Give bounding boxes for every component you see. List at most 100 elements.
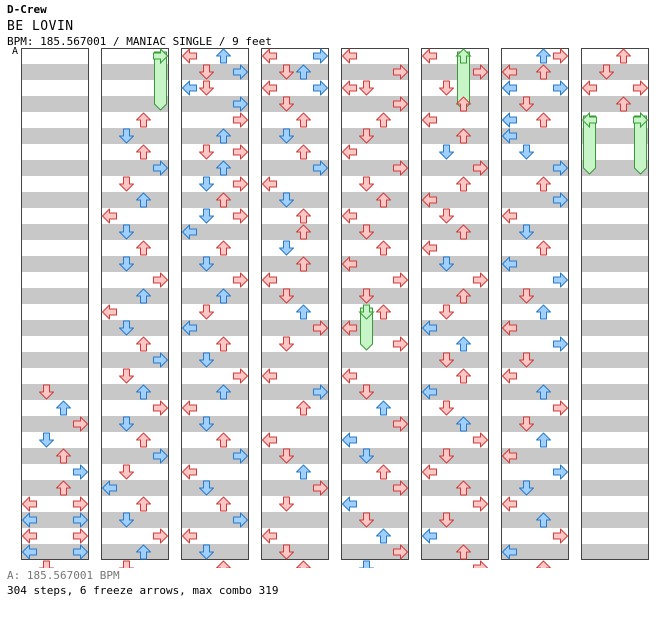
up-arrow-note [376,304,391,320]
down-arrow-note [199,352,214,368]
left-arrow-note [422,384,437,400]
right-arrow-note [633,80,648,96]
right-arrow-note [73,528,88,544]
left-arrow-note [342,144,357,160]
down-arrow-note [119,416,134,432]
right-arrow-note [473,272,488,288]
beat-stripe [501,416,569,432]
up-arrow-note [376,464,391,480]
right-arrow-note [73,496,88,512]
down-arrow-note [199,176,214,192]
beat-stripe [581,96,649,112]
beat-stripe [181,352,249,368]
freeze-arrow [634,115,647,175]
left-arrow-note [22,512,37,528]
up-arrow-note [296,208,311,224]
up-arrow-note [536,384,551,400]
up-arrow-note [136,496,151,512]
down-arrow-note [279,288,294,304]
beat-stripe [101,416,169,432]
right-arrow-note [313,48,328,64]
down-arrow-note [439,352,454,368]
up-arrow-note [296,304,311,320]
down-arrow-note [119,560,134,568]
beat-stripe [181,320,249,336]
column-border [101,48,169,560]
beat-stripe [501,128,569,144]
beat-stripe [501,384,569,400]
down-arrow-note [119,320,134,336]
beat-stripe [261,448,329,464]
up-arrow-note [376,400,391,416]
up-arrow-note [136,240,151,256]
beat-stripe [261,352,329,368]
up-arrow-note [216,128,231,144]
up-arrow-note [456,128,471,144]
beat-stripe [21,128,89,144]
right-arrow-note [473,64,488,80]
right-arrow-note [313,384,328,400]
right-arrow-note [553,464,568,480]
down-arrow-note [519,352,534,368]
right-arrow-note [73,512,88,528]
up-arrow-note [456,224,471,240]
left-arrow-note [182,400,197,416]
beat-stripe [101,128,169,144]
beat-stripe [421,192,489,208]
right-arrow-note [233,208,248,224]
left-arrow-note [262,528,277,544]
right-arrow-note [313,160,328,176]
freeze-head-arrow [153,47,169,65]
down-arrow-note [279,96,294,112]
beat-stripe [261,288,329,304]
down-arrow-note [279,192,294,208]
beat-stripe [421,512,489,528]
up-arrow-note [56,400,71,416]
down-arrow-note [119,224,134,240]
bpm-section-marker: A [12,46,19,57]
down-arrow-note [199,208,214,224]
down-arrow-note [359,80,374,96]
down-arrow-note [359,512,374,528]
down-arrow-note [439,512,454,528]
up-arrow-note [216,496,231,512]
right-arrow-note [153,160,168,176]
left-arrow-note [342,496,357,512]
down-arrow-note [359,288,374,304]
left-arrow-note [502,368,517,384]
right-arrow-note [553,80,568,96]
down-arrow-note [39,432,54,448]
beat-stripe [101,160,169,176]
beat-stripe [181,448,249,464]
down-arrow-note [199,80,214,96]
beat-stripe [341,256,409,272]
beat-stripe [581,192,649,208]
beat-stripe [581,512,649,528]
right-arrow-note [553,528,568,544]
beat-stripe [501,352,569,368]
right-arrow-note [313,320,328,336]
chart-column-4 [261,48,329,568]
beat-stripe [21,96,89,112]
beat-stripe [421,64,489,80]
right-arrow-note [313,480,328,496]
up-arrow-note [296,64,311,80]
left-arrow-note [262,432,277,448]
beat-stripe [21,416,89,432]
left-arrow-note [342,256,357,272]
beat-stripe [581,160,649,176]
right-arrow-note [393,96,408,112]
freeze-arrow [154,51,167,111]
left-arrow-note [182,528,197,544]
down-arrow-note [199,144,214,160]
left-arrow-note [422,320,437,336]
left-arrow-note [262,368,277,384]
up-arrow-note [136,336,151,352]
left-arrow-note [182,464,197,480]
left-arrow-note [502,208,517,224]
up-arrow-note [296,560,311,568]
down-arrow-note [519,288,534,304]
left-arrow-note [342,368,357,384]
left-arrow-note [182,320,197,336]
beat-stripe [421,320,489,336]
